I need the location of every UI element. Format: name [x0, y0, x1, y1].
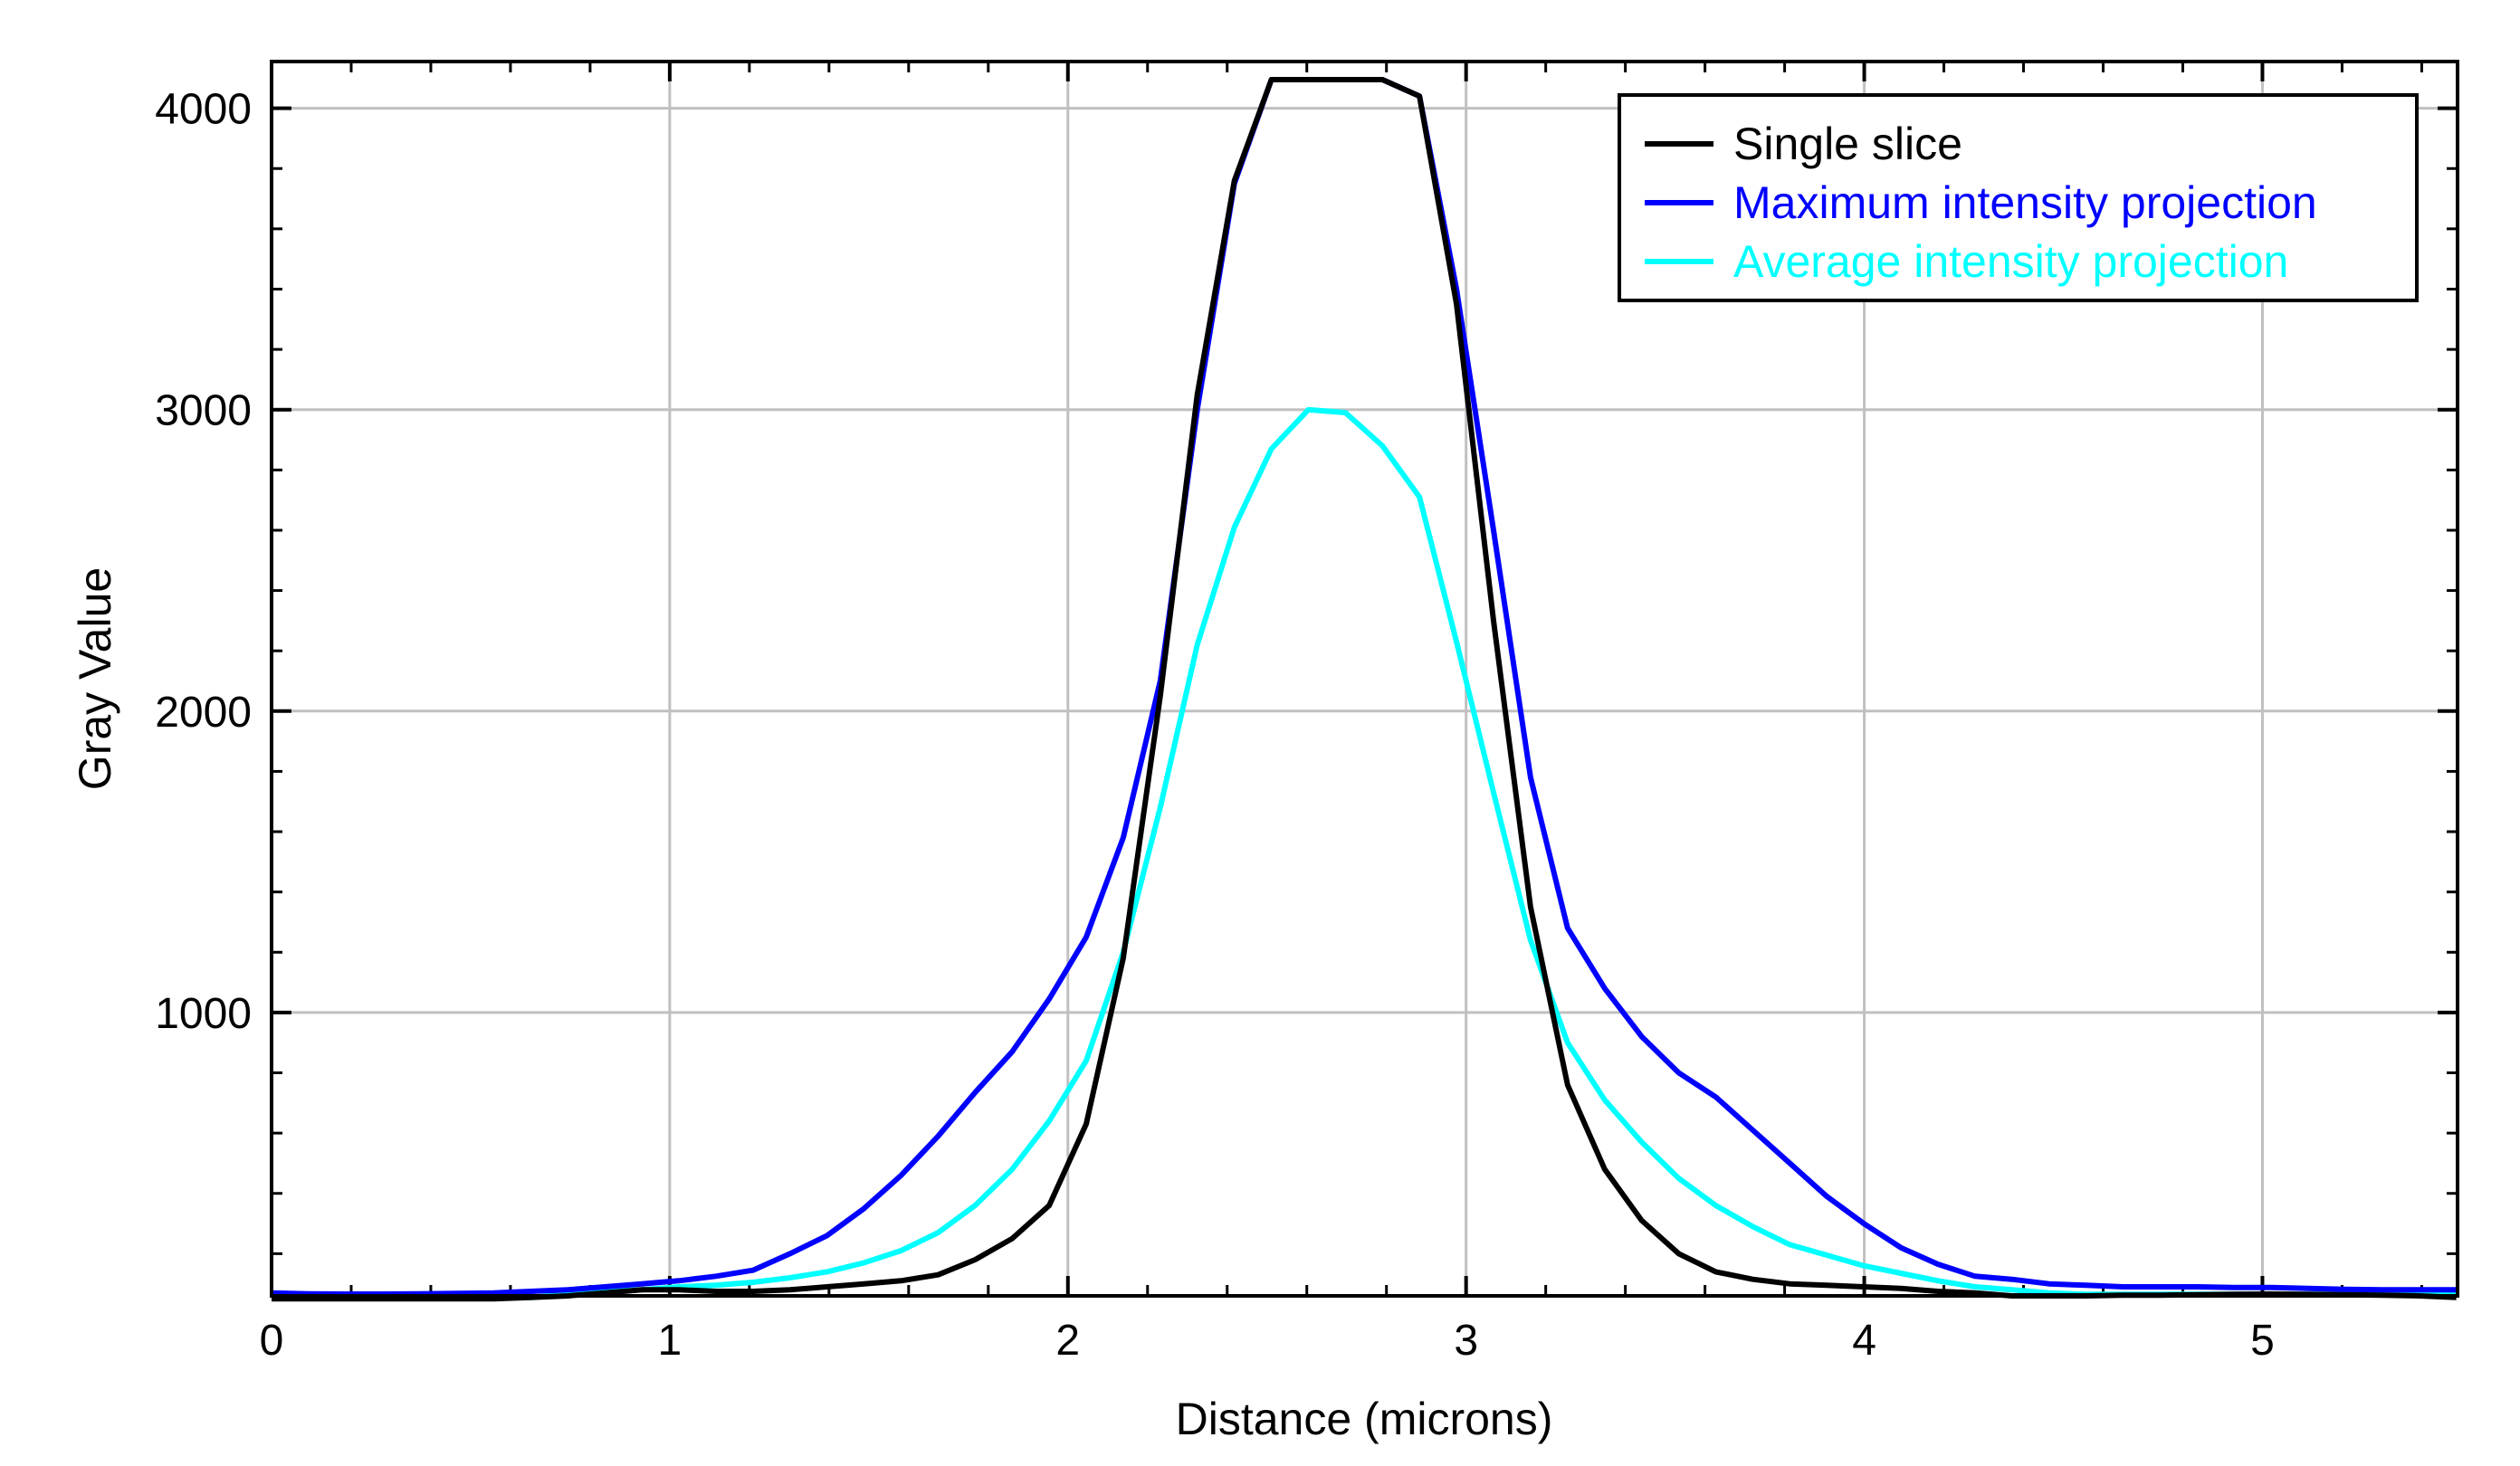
legend-label-max-projection: Maximum intensity projection	[1733, 177, 2317, 228]
legend-box	[1618, 93, 2419, 302]
series-line-average-intensity-projection	[272, 406, 2457, 1300]
x-tick-label: 1	[658, 1317, 682, 1365]
y-tick-label: 1000	[155, 990, 252, 1038]
y-tick-label: 2000	[155, 689, 252, 737]
x-tick-label: 5	[2250, 1317, 2275, 1365]
x-tick-label: 3	[1454, 1317, 1478, 1365]
x-tick-label: 0	[260, 1317, 284, 1365]
legend-label-single-slice: Single slice	[1733, 119, 1962, 169]
x-tick-label: 4	[1852, 1317, 1876, 1365]
y-axis-label: Gray Value	[70, 567, 120, 790]
y-tick-label: 3000	[155, 387, 252, 435]
legend-label-avg-projection: Average intensity projection	[1733, 236, 2288, 287]
x-axis-label: Distance (microns)	[1176, 1394, 1553, 1444]
x-tick-label: 2	[1055, 1317, 1080, 1365]
legend: Single slice Maximum intensity projectio…	[1618, 93, 2419, 302]
y-tick-label: 4000	[155, 86, 252, 134]
tick-labels: 0 1 2 3 4 5 1000 2000 3000 4000	[155, 86, 2275, 1365]
plot-frame	[270, 60, 2459, 1298]
